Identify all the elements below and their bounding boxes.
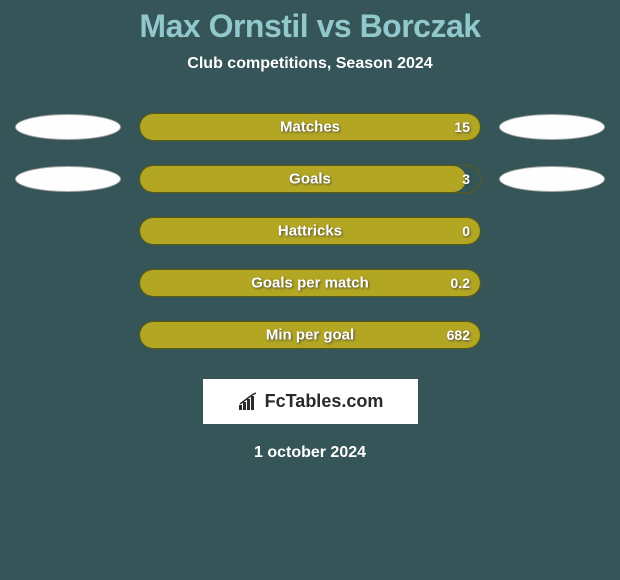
stat-rows: Matches15 Goals3 Hattricks0 Goals per match… [0,113,620,349]
stat-bar: Min per goal682 [139,321,481,349]
stat-row: Goals3 [8,165,612,193]
stat-row: Goals per match0.2 [8,269,612,297]
comparison-card: Max Ornstil vs Borczak Club competitions… [0,0,620,462]
stat-bar: Hattricks0 [139,217,481,245]
stat-bar: Goals per match0.2 [139,269,481,297]
logo-text: FcTables.com [265,391,384,412]
stat-bar-fill [140,322,480,348]
stat-bar-fill [140,114,480,140]
player-marker-right [499,114,605,140]
player-marker-left [15,114,121,140]
source-logo[interactable]: FcTables.com [203,379,418,424]
stat-bar-fill [140,166,466,192]
stat-bar-fill [140,270,480,296]
stat-bar: Goals3 [139,165,481,193]
page-title: Max Ornstil vs Borczak [0,8,620,45]
subtitle: Club competitions, Season 2024 [0,55,620,73]
stat-bar-fill [140,218,480,244]
player-marker-left [15,166,121,192]
stat-bar: Matches15 [139,113,481,141]
stat-row: Hattricks0 [8,217,612,245]
date-label: 1 october 2024 [0,444,620,462]
stat-row: Min per goal682 [8,321,612,349]
stat-row: Matches15 [8,113,612,141]
barchart-icon [237,392,261,412]
player-marker-right [499,166,605,192]
